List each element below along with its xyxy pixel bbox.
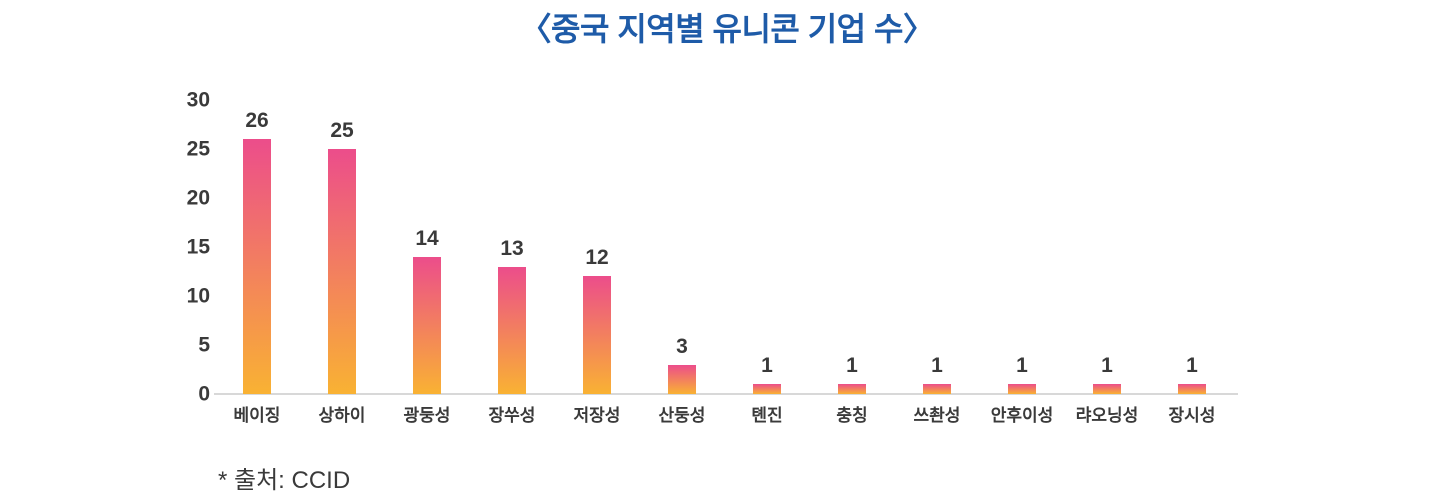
- bar: [668, 364, 696, 394]
- bar: [753, 384, 781, 394]
- bar-category-label: 장시성: [1168, 406, 1216, 425]
- bar-value-label: 1: [931, 354, 943, 378]
- bar-category-label: 톈진: [751, 406, 783, 425]
- bar-category-label: 랴오닝성: [1075, 406, 1139, 425]
- y-tick-label: 30: [186, 88, 210, 112]
- bar-value-label: 26: [245, 109, 269, 133]
- bar: [1008, 384, 1036, 394]
- bar-category-label: 충칭: [836, 406, 868, 425]
- bar: [583, 276, 611, 394]
- bar-category-label: 저장성: [573, 406, 621, 425]
- bar-category-label: 안후이성: [990, 406, 1054, 425]
- bar: [328, 149, 356, 394]
- bar-value-label: 13: [500, 236, 524, 260]
- bar: [498, 266, 526, 394]
- bar: [838, 384, 866, 394]
- bar-value-label: 1: [1186, 354, 1198, 378]
- bar-category-label: 장쑤성: [488, 406, 536, 425]
- bar-value-label: 3: [676, 334, 688, 358]
- bar-value-label: 1: [1101, 354, 1113, 378]
- y-tick-label: 0: [198, 382, 210, 406]
- y-tick-label: 5: [198, 333, 210, 357]
- bar-value-label: 14: [415, 226, 439, 250]
- bar-category-label: 쓰촨성: [913, 406, 961, 425]
- bar: [1178, 384, 1206, 394]
- x-axis-baseline: [214, 393, 1238, 395]
- y-tick-label: 15: [186, 235, 210, 259]
- bar-value-label: 12: [585, 246, 609, 270]
- y-tick-label: 20: [186, 186, 210, 210]
- y-tick-label: 10: [186, 284, 210, 308]
- bar-value-label: 25: [330, 119, 354, 142]
- bar-value-label: 1: [846, 354, 858, 378]
- bar: [923, 384, 951, 394]
- bar-category-label: 상하이: [318, 406, 366, 425]
- bar: [1093, 384, 1121, 394]
- source-note: * 출처: CCID: [218, 467, 351, 494]
- bar: [243, 139, 271, 394]
- bar-category-label: 광둥성: [403, 406, 451, 425]
- chart-title: 〈중국 지역별 유니콘 기업 수〉: [519, 11, 935, 47]
- bar-category-label: 산둥성: [658, 406, 706, 425]
- bar-value-label: 1: [761, 354, 773, 378]
- y-tick-label: 25: [186, 137, 210, 161]
- bar-value-label: 1: [1016, 354, 1028, 378]
- bar: [413, 256, 441, 394]
- bar-category-label: 베이징: [233, 406, 281, 425]
